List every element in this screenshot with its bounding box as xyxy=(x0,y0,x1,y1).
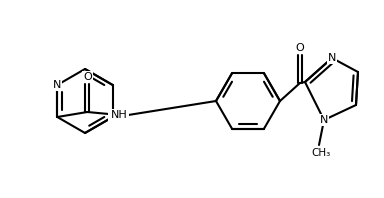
Text: O: O xyxy=(296,43,305,53)
Text: N: N xyxy=(320,115,328,125)
Text: O: O xyxy=(83,72,92,82)
Text: CH₃: CH₃ xyxy=(311,148,331,158)
Text: NH: NH xyxy=(111,110,127,120)
Text: N: N xyxy=(53,80,61,90)
Text: N: N xyxy=(109,112,117,122)
Text: N: N xyxy=(328,53,336,63)
